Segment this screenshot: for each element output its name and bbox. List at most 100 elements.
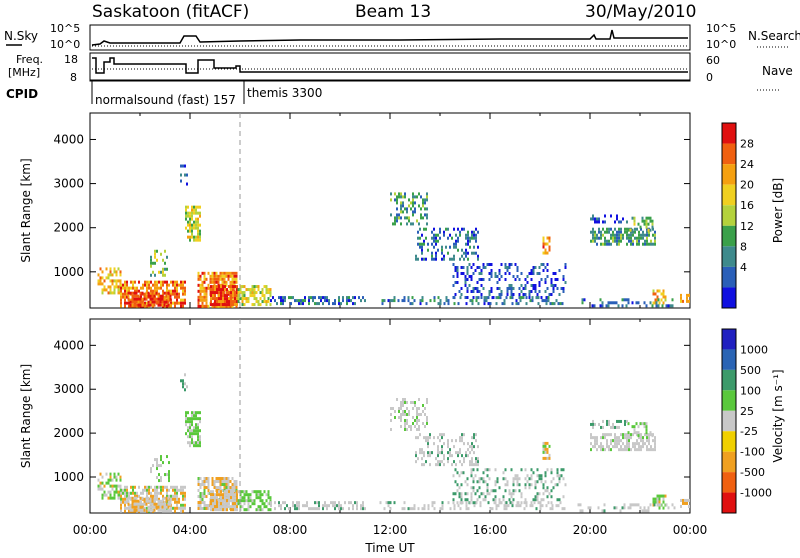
data-cell bbox=[168, 470, 170, 474]
data-cell bbox=[542, 239, 545, 243]
data-cell bbox=[627, 431, 630, 435]
data-cell bbox=[131, 291, 134, 295]
data-cell bbox=[637, 222, 640, 226]
data-cell bbox=[620, 230, 622, 234]
data-cell bbox=[552, 287, 555, 290]
data-cell bbox=[392, 222, 394, 226]
data-cell bbox=[314, 501, 316, 505]
data-cell bbox=[426, 222, 428, 226]
data-cell bbox=[510, 293, 513, 296]
data-cell bbox=[119, 484, 122, 488]
data-cell bbox=[120, 503, 122, 507]
data-cell bbox=[214, 499, 216, 503]
data-cell bbox=[628, 442, 630, 446]
data-cell bbox=[201, 495, 204, 499]
colorbar-tick-label: 25 bbox=[740, 405, 754, 418]
data-cell bbox=[433, 233, 435, 237]
data-cell bbox=[644, 239, 646, 243]
data-cell bbox=[460, 492, 463, 496]
data-cell bbox=[228, 490, 230, 494]
data-cell bbox=[626, 236, 628, 240]
data-cell bbox=[640, 448, 642, 452]
data-cell bbox=[328, 299, 330, 303]
data-cell bbox=[348, 501, 350, 505]
data-cell bbox=[138, 485, 140, 489]
data-cell bbox=[657, 298, 660, 302]
data-cell bbox=[224, 285, 226, 289]
data-cell bbox=[625, 298, 628, 302]
data-cell bbox=[433, 299, 436, 303]
data-cell bbox=[550, 281, 553, 284]
data-cell bbox=[141, 508, 144, 512]
data-cell bbox=[530, 477, 533, 481]
data-cell bbox=[326, 296, 328, 300]
data-cell bbox=[158, 491, 160, 495]
data-cell bbox=[415, 257, 417, 261]
data-cell bbox=[633, 428, 636, 432]
x-axis-title: Time UT bbox=[364, 541, 415, 554]
data-cell bbox=[197, 423, 199, 427]
data-cell bbox=[149, 294, 152, 298]
data-cell bbox=[189, 226, 191, 230]
data-cell bbox=[630, 436, 632, 440]
data-cell bbox=[600, 233, 602, 237]
data-cell bbox=[231, 477, 234, 481]
data-cell bbox=[487, 296, 490, 300]
data-cell bbox=[412, 222, 414, 226]
data-cell bbox=[411, 302, 414, 306]
data-cell bbox=[544, 447, 547, 451]
nave-tick-bottom: 0 bbox=[706, 71, 713, 84]
data-cell bbox=[415, 460, 417, 464]
data-cell bbox=[632, 230, 634, 234]
data-cell bbox=[459, 451, 461, 455]
data-cell bbox=[232, 490, 234, 494]
data-cell bbox=[126, 500, 128, 504]
data-cell bbox=[247, 288, 250, 292]
data-cell bbox=[654, 298, 657, 302]
data-cell bbox=[220, 502, 222, 506]
data-cell bbox=[126, 292, 128, 296]
data-cell bbox=[166, 255, 168, 259]
data-cell bbox=[544, 242, 547, 246]
data-cell bbox=[417, 230, 419, 234]
data-cell bbox=[154, 249, 156, 253]
data-cell bbox=[336, 504, 338, 508]
data-cell bbox=[460, 266, 463, 269]
data-cell bbox=[433, 507, 436, 511]
data-cell bbox=[412, 416, 414, 420]
data-cell bbox=[532, 498, 535, 502]
data-cell bbox=[211, 477, 214, 481]
data-cell bbox=[191, 414, 193, 418]
data-cell bbox=[111, 496, 114, 500]
data-cell bbox=[326, 299, 328, 303]
data-cell bbox=[403, 507, 406, 511]
data-cell bbox=[544, 480, 547, 484]
data-cell bbox=[426, 416, 428, 420]
data-cell bbox=[539, 501, 542, 505]
data-cell bbox=[205, 486, 208, 490]
data-cell bbox=[362, 504, 364, 508]
y-tick-label: 2000 bbox=[53, 426, 84, 440]
data-cell bbox=[210, 294, 212, 298]
data-cell bbox=[417, 242, 419, 246]
data-cell bbox=[162, 485, 164, 489]
data-cell bbox=[228, 496, 230, 500]
data-cell bbox=[195, 429, 197, 433]
data-cell bbox=[610, 442, 612, 446]
data-cell bbox=[184, 503, 186, 507]
data-cell bbox=[614, 220, 616, 224]
data-cell bbox=[404, 401, 406, 405]
data-cell bbox=[452, 275, 455, 278]
data-cell bbox=[558, 269, 561, 272]
data-cell bbox=[269, 499, 272, 503]
data-cell bbox=[610, 214, 612, 218]
data-cell bbox=[473, 230, 475, 234]
data-cell bbox=[234, 291, 236, 295]
data-cell bbox=[115, 270, 118, 274]
data-cell bbox=[251, 291, 254, 295]
data-cell bbox=[195, 444, 197, 448]
data-cell bbox=[490, 263, 493, 266]
data-cell bbox=[652, 242, 654, 246]
data-cell bbox=[460, 495, 463, 499]
data-cell bbox=[193, 208, 195, 212]
